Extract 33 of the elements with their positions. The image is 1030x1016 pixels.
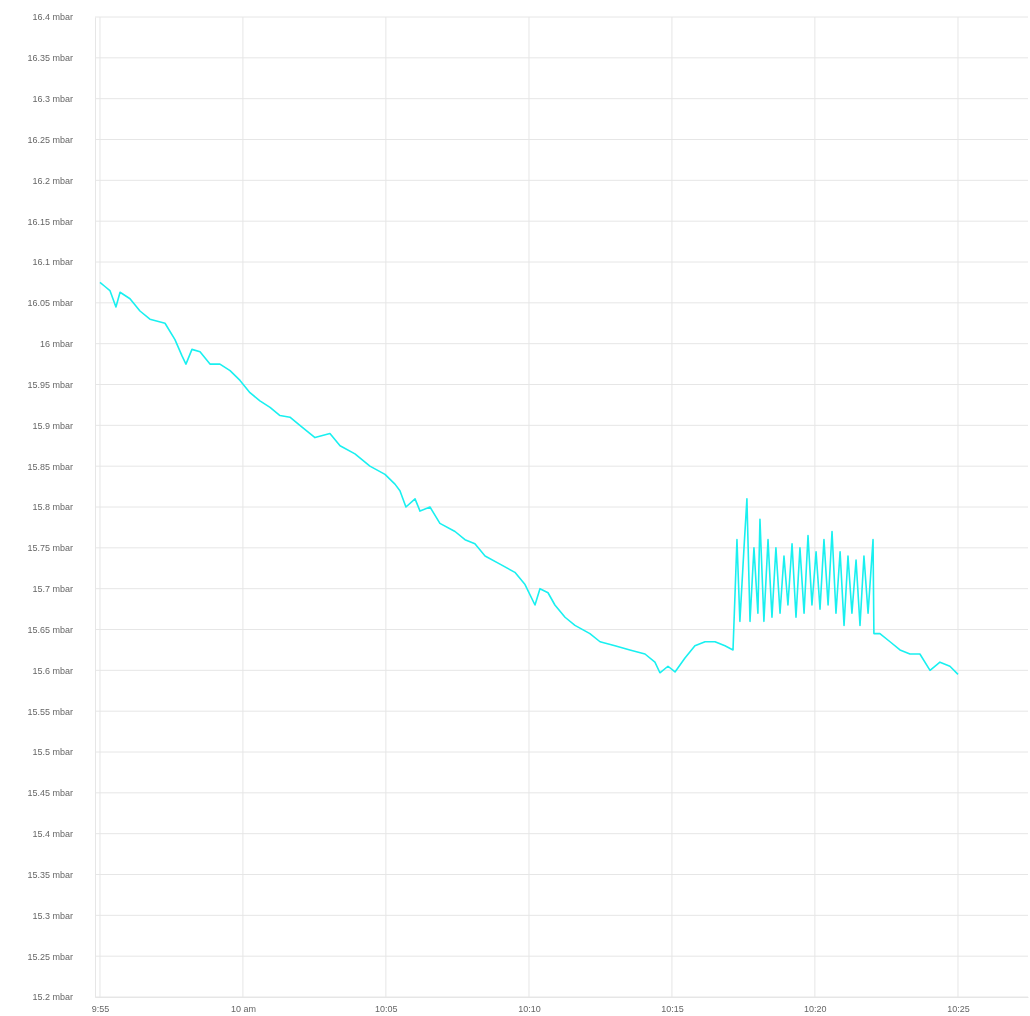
x-tick-label: 10:20 [804,1004,827,1015]
y-tick-label: 15.35 mbar [27,869,73,880]
y-tick-label: 16.3 mbar [32,94,73,105]
y-tick-label: 16 mbar [39,339,73,350]
y-tick-label: 15.65 mbar [27,624,73,635]
y-tick-label: 16.35 mbar [27,53,73,64]
y-tick-label: 15.75 mbar [27,543,73,554]
y-tick-label: 15.2 mbar [32,992,73,1003]
x-tick-label: 9:55 [91,1004,110,1015]
y-tick-label: 15.9 mbar [32,420,73,431]
y-tick-label: 15.4 mbar [32,829,73,840]
y-tick-label: 16.2 mbar [32,175,73,186]
y-tick-label: 15.7 mbar [32,584,73,595]
y-tick-label: 16.4 mbar [32,12,73,23]
line-series [99,281,959,676]
y-tick-label: 16.05 mbar [27,298,73,309]
y-tick-label: 15.55 mbar [27,706,73,717]
x-tick-label: 10:10 [518,1004,541,1015]
y-tick-label: 16.25 mbar [27,134,73,145]
y-tick-label: 15.3 mbar [32,910,73,921]
y-tick-label: 16.15 mbar [27,216,73,227]
y-tick-label: 15.45 mbar [27,788,73,799]
y-tick-label: 15.85 mbar [27,461,73,472]
y-tick-label: 15.5 mbar [32,747,73,758]
y-tick-label: 15.8 mbar [32,502,73,513]
x-tick-label: 10:05 [375,1004,398,1015]
y-tick-label: 16.1 mbar [32,257,73,268]
y-tick-label: 15.95 mbar [27,379,73,390]
x-tick-label: 10:25 [947,1004,970,1015]
x-tick-label: 10:15 [661,1004,684,1015]
y-tick-label: 15.6 mbar [32,665,73,676]
x-tick-label: 10 am [230,1004,256,1015]
y-tick-label: 15.25 mbar [27,951,73,962]
